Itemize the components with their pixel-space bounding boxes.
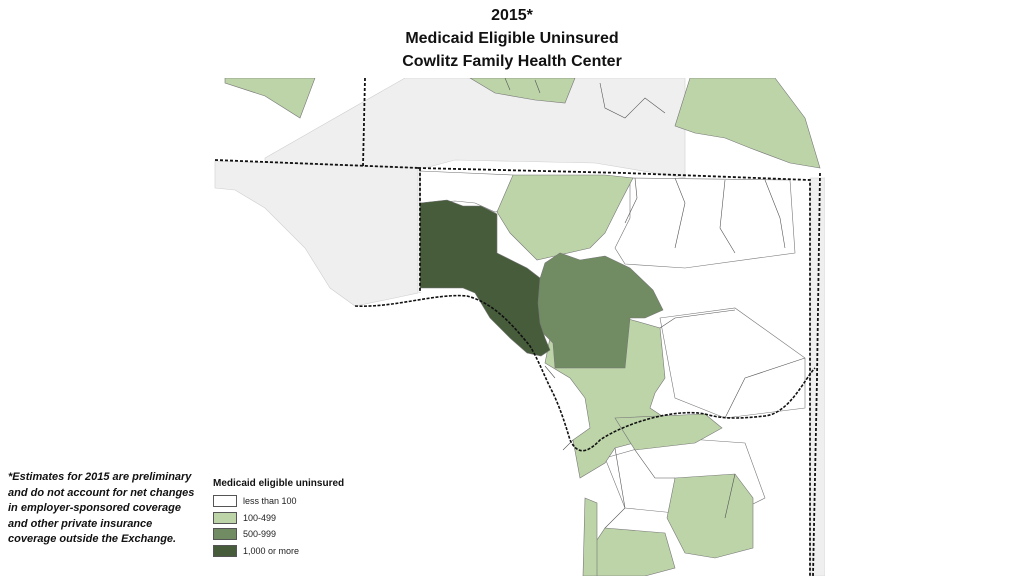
outside-area-east-strip <box>809 177 825 576</box>
county-boundary <box>214 78 821 576</box>
map-title: 2015* Medicaid Eligible Uninsured Cowlit… <box>0 4 1024 73</box>
legend-item: 500-999 <box>213 526 383 543</box>
tract-100-499 <box>666 473 754 559</box>
columbia-river <box>354 294 816 452</box>
legend-label: 100-499 <box>243 512 277 523</box>
title-year: 2015* <box>491 7 533 24</box>
tract-100-499 <box>589 527 676 576</box>
tract-less-than-100 <box>614 177 796 269</box>
legend-item: 100-499 <box>213 510 383 527</box>
legend-swatch <box>213 528 237 541</box>
tract-100-499 <box>496 174 634 261</box>
legend-items: less than 100 100-499 500-999 1,000 or more <box>213 493 383 559</box>
title-subject: Medicaid Eligible Uninsured <box>405 30 619 47</box>
legend-swatch <box>213 544 237 557</box>
legend-label: less than 100 <box>243 496 297 507</box>
tract-100-499 <box>582 497 598 576</box>
tract-boundaries <box>504 78 806 529</box>
legend-label: 500-999 <box>243 529 277 540</box>
tract-100-499 <box>614 413 723 451</box>
legend-swatch <box>213 511 237 524</box>
legend-item: less than 100 <box>213 493 383 510</box>
tract-less-than-100 <box>659 307 806 419</box>
outside-area-north <box>264 78 686 179</box>
legend-swatch <box>213 495 237 508</box>
tract-100-499 <box>224 78 316 119</box>
choropleth-map <box>214 78 825 576</box>
legend-title: Medicaid eligible uninsured <box>213 478 345 489</box>
legend-label: 1,000 or more <box>243 545 300 556</box>
legend-item: 1,000 or more <box>213 543 383 560</box>
tract-100-499 <box>469 78 576 104</box>
legend: Medicaid eligible uninsured less than 10… <box>213 478 383 559</box>
tract-100-499 <box>674 78 821 169</box>
outside-area-west <box>214 160 419 307</box>
footnote: *Estimates for 2015 are preliminary and … <box>8 471 195 545</box>
title-organization: Cowlitz Family Health Center <box>402 53 622 70</box>
